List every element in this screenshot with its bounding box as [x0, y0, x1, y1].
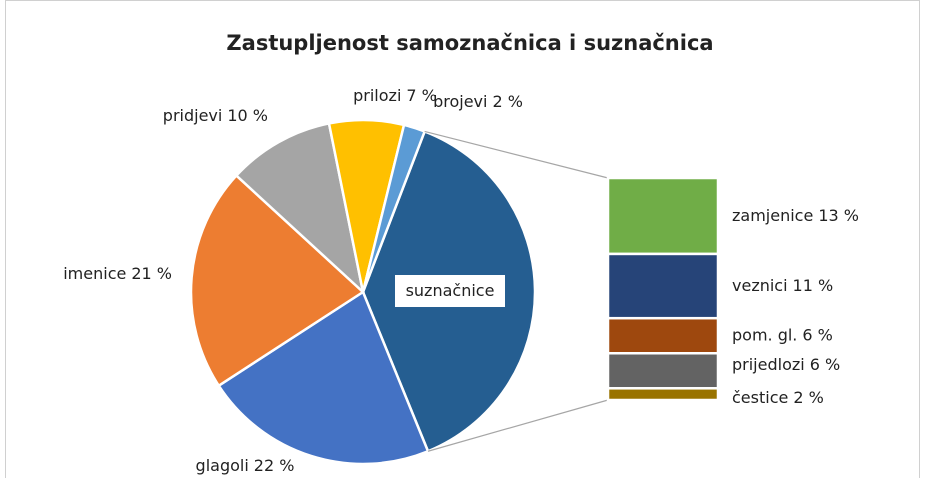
value-label: 2 %	[492, 92, 522, 111]
pie-slice	[234, 121, 365, 296]
connector	[427, 399, 609, 452]
category-name: veznici	[732, 276, 788, 295]
category-name: brojevi	[433, 92, 487, 111]
value-label: 21 %	[131, 264, 172, 283]
category-name: pridjevi	[163, 106, 223, 125]
category-name: glagoli	[196, 456, 249, 475]
value-label: 11 %	[793, 276, 834, 295]
value-label: 6 %	[802, 325, 832, 344]
pie-slice	[217, 290, 430, 466]
category-name: zamjenice	[732, 205, 813, 224]
slice-label: suznačnice	[406, 281, 495, 300]
segment-label: pom. gl. 6 %	[732, 325, 833, 344]
category-name: čestice	[732, 388, 788, 407]
pie-slice	[361, 123, 427, 293]
category-name: imenice	[63, 264, 126, 283]
pie-slice	[189, 173, 366, 388]
value-label: 6 %	[810, 354, 840, 373]
segment-label: prijedlozi 6 %	[732, 354, 840, 373]
value-label: 7 %	[406, 86, 436, 105]
slice-label: glagoli 22 %	[196, 456, 295, 475]
breakdown-segment	[606, 316, 720, 355]
slice-label: brojevi 2 %	[433, 92, 523, 111]
segment-label: čestice 2 %	[732, 388, 824, 407]
segment-label: zamjenice 13 %	[732, 205, 859, 224]
category-name: pom. gl.	[732, 325, 797, 344]
breakdown-segment	[606, 176, 720, 256]
slice-label: pridjevi 10 %	[163, 106, 268, 125]
slice-label: prilozi 7 %	[353, 86, 437, 105]
category-name: suznačnice	[406, 281, 495, 300]
category-name: prijedlozi	[732, 354, 805, 373]
slice-label: imenice 21 %	[63, 264, 172, 283]
value-label: 10 %	[227, 106, 268, 125]
segment-label: veznici 11 %	[732, 276, 833, 295]
breakdown-segment	[606, 387, 720, 402]
breakdown-segment	[606, 252, 720, 320]
chart-title: Zastupljenost samoznačnica i suznačnica	[226, 31, 713, 55]
category-name: prilozi	[353, 86, 401, 105]
connector	[424, 130, 609, 179]
breakdown-segment	[606, 352, 720, 390]
value-label: 13 %	[818, 205, 859, 224]
label-box	[395, 275, 505, 307]
value-label: 22 %	[254, 456, 295, 475]
value-label: 2 %	[793, 388, 823, 407]
